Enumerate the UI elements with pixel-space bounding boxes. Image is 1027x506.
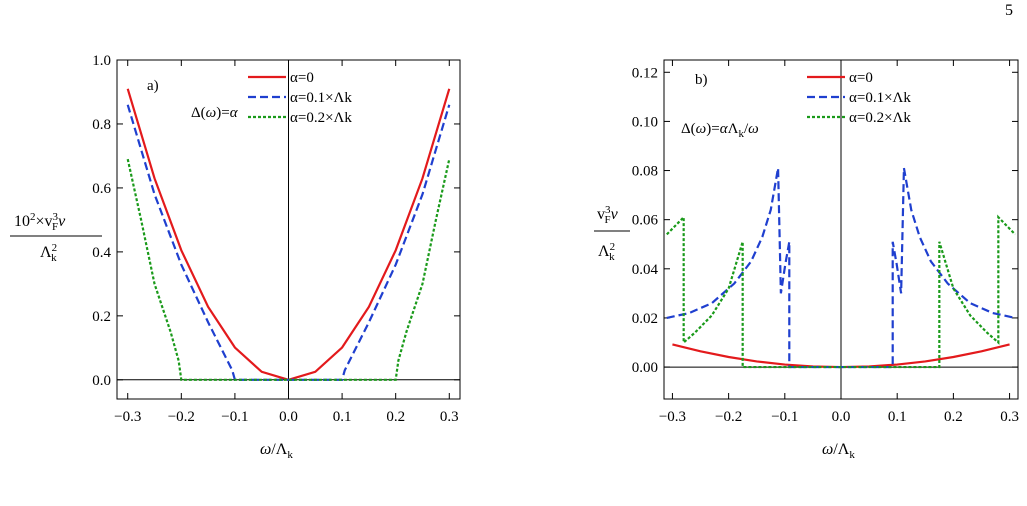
legend-label-3: α=0.2×Λk [849, 110, 911, 126]
ticks-a: −0.3 −0.2 −0.1 0.0 0.1 0.2 0.3 0.0 0.2 0.4 0.6 0.8 1… [92, 53, 460, 425]
annotation-a: Δ(ω)=α [191, 105, 239, 121]
x-tick-label: 0.3 [440, 409, 459, 425]
panel-label-a: a) [147, 78, 159, 94]
legend-a: α=0 α=0.1×Λk α=0.2×Λk [248, 70, 352, 126]
svg-text:Λ2k: Λ2 k [40, 242, 57, 264]
x-tick-label: −0.1 [771, 409, 798, 425]
legend-label-2: α=0.1×Λk [290, 90, 352, 106]
x-tick-label: 0.3 [1000, 409, 1019, 425]
chart-panel-b: −0.3 −0.2 −0.1 0.0 0.1 0.2 0.3 0.00 0.02 0.04 0.06… [594, 59, 1019, 461]
y-tick-label: 0.0 [92, 373, 111, 389]
y-axis-label-a: 102×v3 Fν Λ2 k [10, 211, 102, 264]
x-tick-label: 0.2 [944, 409, 963, 425]
zero-axes-b [664, 60, 1018, 399]
x-tick-label: 0.1 [333, 409, 352, 425]
legend-label-3: α=0.2×Λk [290, 110, 352, 126]
series-line-3 [126, 158, 451, 381]
y-tick-label: 0.08 [632, 164, 658, 180]
legend-label-2: α=0.1×Λk [849, 90, 911, 106]
annotation-b: Δ(ω)=αΛk/ω [681, 121, 759, 140]
ticks-b: −0.3 −0.2 −0.1 0.0 0.1 0.2 0.3 0.00 0.02 0.04 0.06… [632, 60, 1019, 425]
svg-text:Λ2k: Λ2 k [598, 241, 615, 263]
x-tick-label: −0.2 [168, 409, 195, 425]
legend-label-1: α=0 [290, 70, 314, 86]
chart-panel-a: −0.3 −0.2 −0.1 0.0 0.1 0.2 0.3 0.0 0.2 0.4 0.6 0.8 1… [10, 53, 461, 461]
y-tick-label: 0.04 [632, 262, 659, 278]
series-group-b [666, 167, 1016, 369]
x-tick-label: 0.2 [386, 409, 405, 425]
page-number: 5 [1005, 2, 1013, 19]
series-line-3 [666, 214, 1016, 369]
y-tick-label: 0.10 [632, 114, 658, 130]
y-tick-label: 1.0 [92, 53, 111, 69]
series-line-2 [126, 104, 451, 381]
y-tick-label: 0.02 [632, 311, 658, 327]
y-tick-label: 0.12 [632, 65, 658, 81]
legend-b: α=0 α=0.1×Λk α=0.2×Λk [807, 70, 911, 126]
x-tick-label: −0.2 [715, 409, 742, 425]
x-tick-label: 0.0 [279, 409, 298, 425]
x-tick-label: −0.3 [659, 409, 686, 425]
panel-label-b: b) [695, 72, 708, 88]
legend-label-1: α=0 [849, 70, 873, 86]
y-tick-label: 0.2 [92, 309, 111, 325]
x-tick-label: 0.1 [888, 409, 907, 425]
x-axis-label-b: ω/Λk [822, 441, 855, 461]
y-tick-label: 0.00 [632, 360, 658, 376]
y-tick-label: 0.06 [632, 213, 659, 229]
y-axis-label-b: v3 Fν Λ2 k [594, 204, 630, 263]
x-tick-label: −0.3 [114, 409, 141, 425]
y-tick-label: 0.8 [92, 117, 111, 133]
y-tick-label: 0.4 [92, 245, 111, 261]
series-group-a [126, 88, 451, 381]
y-tick-label: 0.6 [92, 181, 111, 197]
x-axis-label-a: ω/Λk [260, 441, 293, 461]
x-tick-label: 0.0 [832, 409, 851, 425]
x-tick-label: −0.1 [221, 409, 248, 425]
